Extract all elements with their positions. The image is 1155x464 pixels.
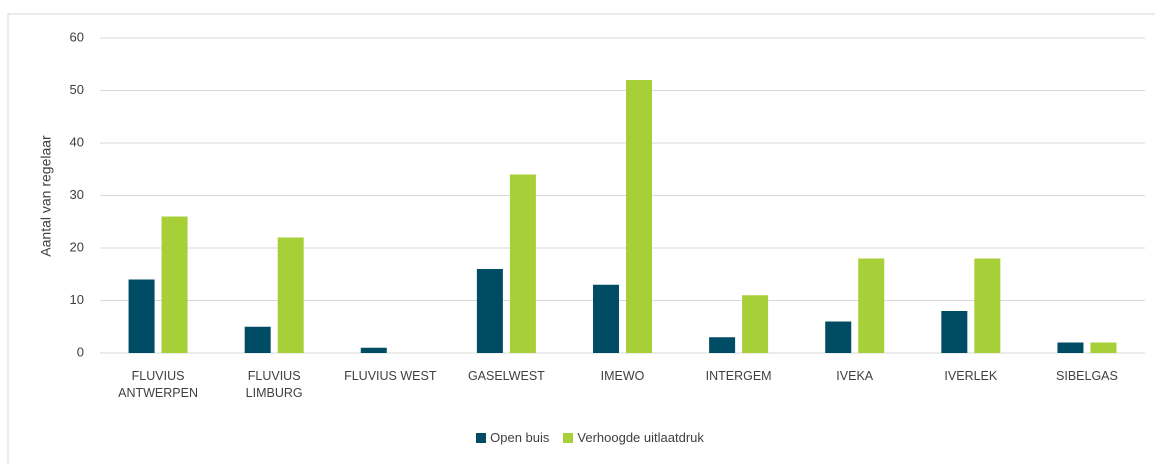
x-tick-label: IVERLEK: [944, 369, 998, 383]
legend-label: Verhoogde uitlaatdruk: [577, 430, 704, 445]
bar: [941, 311, 968, 353]
bar: [858, 258, 885, 353]
x-tick-label: FLUVIUS WEST: [344, 369, 437, 383]
x-tick-label: INTERGEM: [705, 369, 772, 383]
bar: [825, 321, 852, 353]
y-tick-label: 40: [70, 134, 84, 149]
bar: [244, 326, 271, 353]
bar: [709, 337, 736, 353]
legend: Open buis Verhoogde uitlaatdruk: [0, 430, 1155, 445]
bar: [128, 279, 155, 353]
y-tick-label: 10: [70, 292, 84, 307]
y-tick-label: 50: [70, 82, 84, 97]
legend-swatch: [563, 432, 574, 443]
bar: [360, 347, 387, 353]
x-tick-label: IVEKA: [836, 369, 874, 383]
x-tick-label: SIBELGAS: [1056, 369, 1118, 383]
bar: [742, 295, 769, 353]
y-tick-label: 20: [70, 239, 84, 254]
x-tick-label: FLUVIUS ANTWERPEN: [118, 369, 198, 400]
bar: [1057, 342, 1084, 353]
legend-label: Open buis: [490, 430, 550, 445]
bar: [509, 174, 536, 353]
y-tick-label: 30: [70, 187, 84, 202]
y-axis-label: Aantal van regelaar: [38, 135, 54, 257]
x-tick-label: FLUVIUS LIMBURG: [245, 369, 303, 400]
bar: [974, 258, 1001, 353]
chart-border: [7, 13, 1155, 464]
legend-item: Open buis: [476, 430, 549, 445]
x-tick-label: IMEWO: [600, 369, 645, 383]
y-tick-label: 60: [70, 29, 84, 44]
bar: [593, 284, 619, 353]
bar: [161, 216, 188, 353]
legend-swatch: [476, 432, 487, 443]
bar: [1090, 342, 1117, 353]
bar: [277, 237, 304, 353]
y-tick-label: 0: [77, 344, 84, 359]
x-tick-label: GASELWEST: [467, 369, 545, 383]
legend-item: Verhoogde uitlaatdruk: [563, 430, 704, 445]
bar: [626, 80, 652, 353]
bar: [476, 269, 503, 353]
